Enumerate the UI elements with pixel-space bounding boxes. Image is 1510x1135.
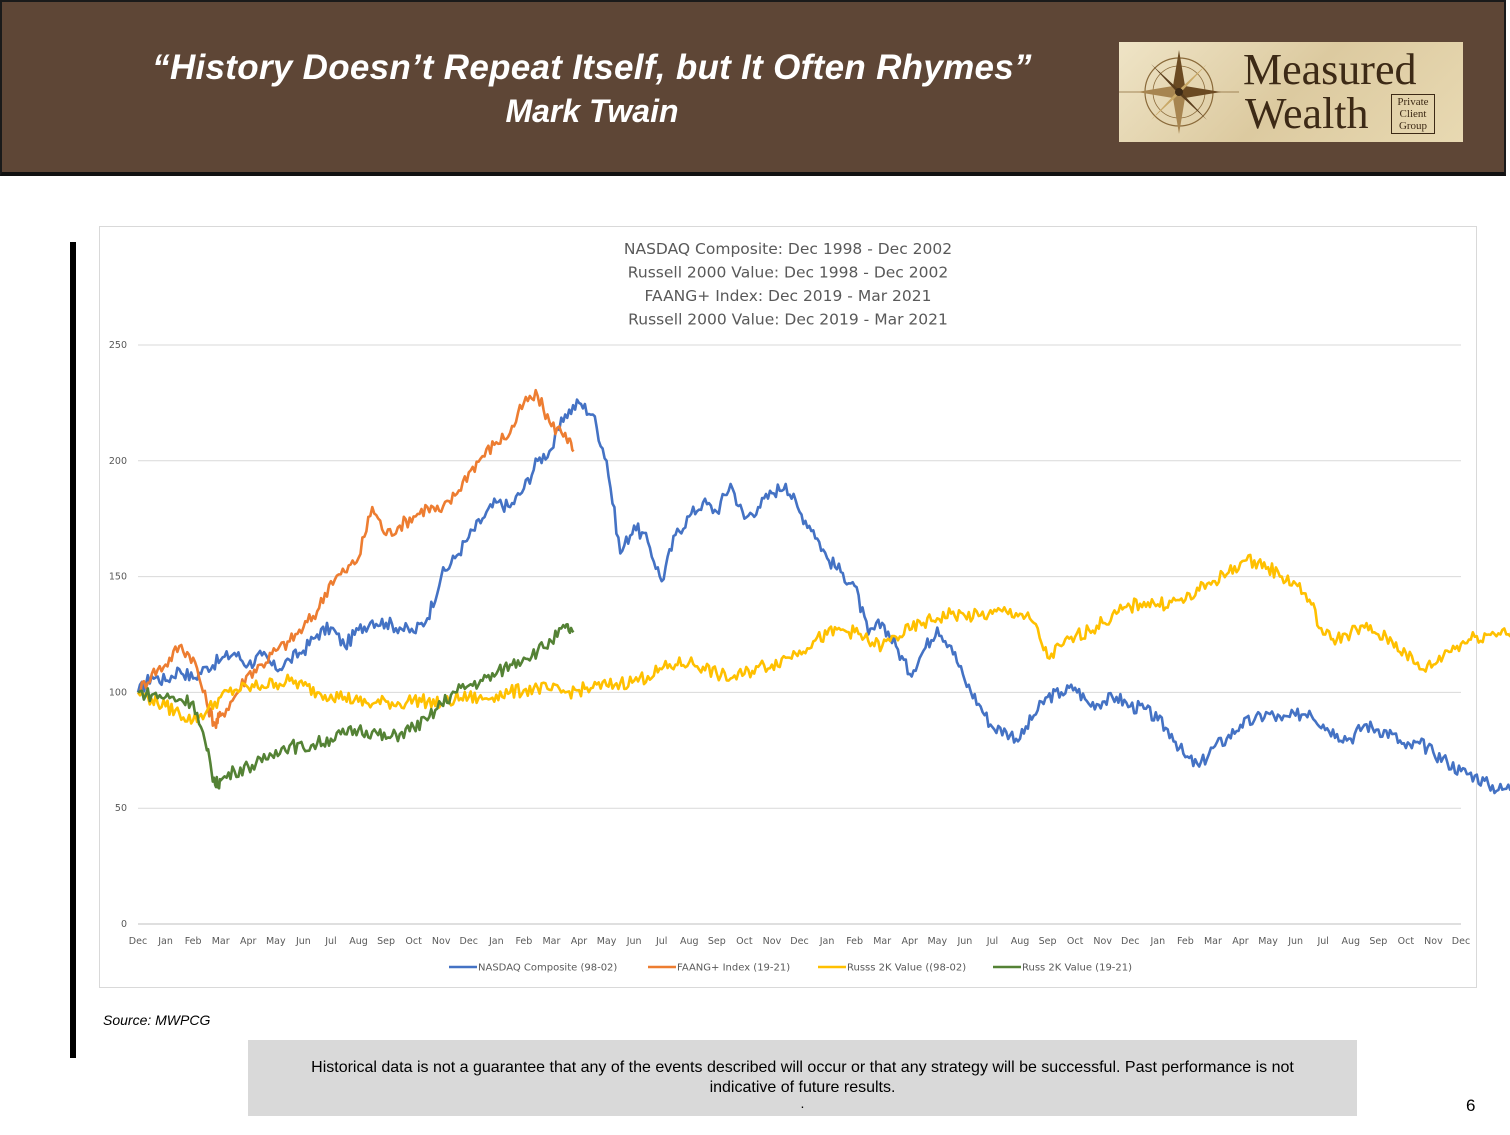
x-tick-label: May	[1258, 936, 1278, 947]
logo-sub-private: Private	[1397, 96, 1429, 108]
y-tick-label: 0	[121, 919, 127, 930]
x-tick-label: Oct	[405, 936, 422, 947]
disclaimer-dot: .	[800, 1095, 805, 1111]
x-tick-label: Nov	[432, 936, 451, 947]
x-tick-label: Jan	[819, 936, 835, 947]
x-tick-label: Jun	[956, 936, 972, 947]
x-tick-label: Sep	[708, 936, 726, 947]
legend-label-4: Russ 2K Value (19-21)	[1022, 963, 1132, 974]
y-tick-label: 200	[109, 456, 127, 467]
x-tick-label: Jun	[626, 936, 642, 947]
x-tick-label: Aug	[1341, 936, 1360, 947]
x-tick-label: Jul	[986, 936, 998, 947]
x-tick-label: Nov	[1424, 936, 1443, 947]
x-tick-label: Apr	[902, 936, 919, 947]
series-line-1	[136, 398, 1510, 795]
x-tick-label: Apr	[1232, 936, 1249, 947]
logo-word-wealth: Wealth	[1245, 89, 1369, 138]
logo-sub-group: Group	[1398, 120, 1428, 132]
x-tick-label: Dec	[460, 936, 478, 947]
disclaimer-box: Historical data is not a guarantee that …	[248, 1040, 1357, 1116]
x-tick-label: Mar	[873, 936, 891, 947]
x-tick-label: Aug	[349, 936, 368, 947]
page-number: 6	[1466, 1096, 1476, 1115]
x-tick-label: Feb	[1177, 936, 1194, 947]
disclaimer-text: Historical data is not a guarantee that …	[311, 1059, 1294, 1096]
logo-private-client-group: Private Client Group	[1391, 94, 1435, 134]
x-tick-label: Mar	[212, 936, 230, 947]
logo-sub-client: Client	[1399, 108, 1427, 120]
y-tick-label: 150	[109, 572, 127, 583]
x-tick-label: Sep	[377, 936, 395, 947]
x-tick-label: Dec	[1452, 936, 1470, 947]
quote-title: “History Doesn’t Repeat Itself, but It O…	[152, 48, 1032, 87]
source-note: Source: MWPCG	[103, 1012, 211, 1028]
y-tick-label: 50	[115, 803, 127, 814]
y-tick-label: 100	[109, 687, 127, 698]
x-tick-label: Jul	[324, 936, 336, 947]
x-tick-label: Dec	[790, 936, 808, 947]
x-tick-label: Sep	[1039, 936, 1057, 947]
x-tick-label: Aug	[680, 936, 699, 947]
y-tick-label: 250	[109, 340, 127, 351]
chart-title-line-4: Russell 2000 Value: Dec 2019 - Mar 2021	[628, 311, 948, 329]
x-tick-label: Jan	[488, 936, 504, 947]
x-tick-label: Apr	[240, 936, 257, 947]
series-line-4	[137, 623, 575, 790]
quote-author: Mark Twain	[505, 93, 679, 129]
x-tick-label: Sep	[1369, 936, 1387, 947]
x-tick-label: Jul	[655, 936, 667, 947]
x-tick-label: Dec	[1121, 936, 1139, 947]
x-tick-label: Oct	[1398, 936, 1415, 947]
x-tick-label: Jun	[1287, 936, 1303, 947]
x-tick-label: May	[597, 936, 617, 947]
legend-label-3: Russs 2K Value ((98-02)	[847, 963, 966, 974]
x-tick-label: Jun	[295, 936, 311, 947]
legend-label-2: FAANG+ Index (19-21)	[677, 963, 790, 974]
series-line-2	[136, 388, 575, 730]
x-tick-label: Feb	[185, 936, 202, 947]
header-banner: “History Doesn’t Repeat Itself, but It O…	[0, 0, 1506, 176]
logo-word-measured: Measured	[1243, 45, 1417, 94]
x-tick-label: Jan	[1149, 936, 1165, 947]
x-tick-label: Oct	[1067, 936, 1084, 947]
x-tick-label: Mar	[1204, 936, 1222, 947]
x-tick-label: May	[927, 936, 947, 947]
x-tick-label: Aug	[1011, 936, 1030, 947]
x-tick-label: Nov	[1093, 936, 1112, 947]
x-tick-label: Apr	[571, 936, 588, 947]
x-tick-label: Feb	[515, 936, 532, 947]
x-tick-label: May	[266, 936, 286, 947]
chart-title-line-2: Russell 2000 Value: Dec 1998 - Dec 2002	[628, 264, 948, 282]
series-line-3	[136, 553, 1510, 725]
compass-rose-icon	[1119, 50, 1239, 134]
chart-title-line-1: NASDAQ Composite: Dec 1998 - Dec 2002	[624, 240, 952, 258]
x-tick-label: Dec	[129, 936, 147, 947]
x-tick-label: Jul	[1316, 936, 1328, 947]
chart-frame	[99, 226, 1477, 988]
company-logo: Measured Wealth Private Client Group	[1119, 42, 1463, 142]
x-tick-label: Nov	[763, 936, 782, 947]
x-tick-label: Oct	[736, 936, 753, 947]
legend-label-1: NASDAQ Composite (98-02)	[478, 963, 617, 974]
chart-title-line-3: FAANG+ Index: Dec 2019 - Mar 2021	[645, 287, 932, 305]
x-tick-label: Jan	[157, 936, 173, 947]
x-tick-label: Mar	[542, 936, 560, 947]
left-accent-bar	[70, 242, 76, 1058]
x-tick-label: Feb	[846, 936, 863, 947]
